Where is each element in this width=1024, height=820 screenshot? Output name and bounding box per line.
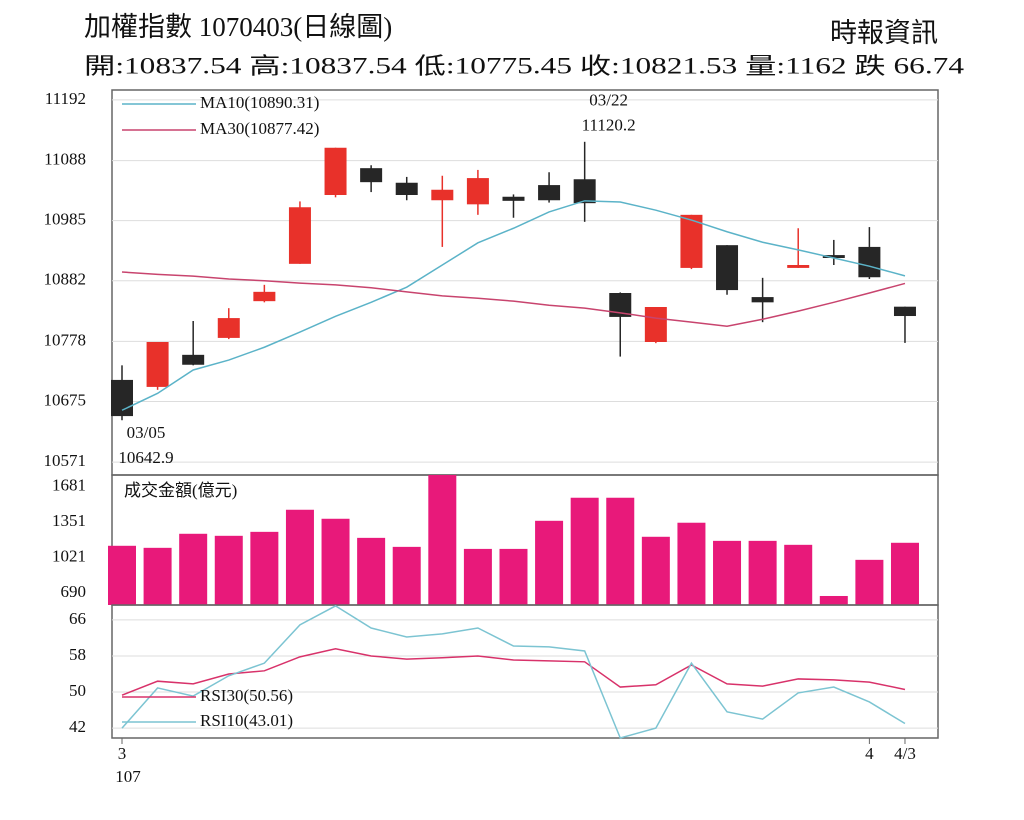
bar — [535, 520, 564, 605]
bar — [677, 522, 706, 605]
annotation-date: 03/22 — [589, 91, 628, 110]
y-tick-label: 10985 — [44, 210, 87, 229]
bar — [357, 537, 386, 605]
bar — [641, 536, 670, 605]
y-tick-label: 690 — [61, 582, 87, 601]
y-tick-label: 50 — [69, 681, 86, 700]
candle-body — [893, 306, 916, 317]
x-year-label: 107 — [115, 767, 141, 786]
legend-label: 成交金額(億元) — [124, 481, 237, 500]
candle-body — [324, 147, 347, 195]
bar — [784, 544, 813, 605]
bar — [819, 595, 848, 605]
candle-body — [858, 246, 881, 278]
bar — [143, 547, 172, 605]
panel-frame — [111, 89, 939, 476]
line — [121, 647, 906, 696]
candle-body — [182, 354, 205, 365]
x-tick-label: 3 — [118, 744, 127, 763]
line — [121, 271, 906, 328]
candle-body — [609, 293, 632, 317]
bar — [748, 540, 777, 605]
candle-body — [538, 185, 561, 201]
line — [121, 200, 906, 411]
candle-body — [253, 291, 276, 302]
y-tick-label: 42 — [69, 717, 86, 736]
bar — [855, 559, 884, 605]
bar — [250, 531, 279, 605]
legend-label: RSI30(50.56) — [200, 686, 293, 705]
panel-frame — [111, 604, 939, 739]
candle-body — [787, 265, 810, 268]
candle-body — [395, 182, 418, 195]
candle-body — [146, 342, 169, 387]
y-tick-label: 1021 — [52, 546, 86, 565]
y-tick-label: 66 — [69, 609, 86, 628]
bar — [606, 497, 635, 605]
bar — [108, 545, 136, 605]
candle-body — [466, 178, 489, 205]
candle-body — [502, 196, 525, 201]
candle-body — [111, 379, 133, 417]
candle-body — [573, 179, 596, 204]
annotation-value: 11120.2 — [582, 116, 636, 135]
y-tick-label: 10778 — [44, 330, 87, 349]
candle-body — [822, 255, 845, 258]
y-tick-label: 1351 — [52, 511, 86, 530]
candle-body — [644, 307, 667, 342]
bar — [428, 475, 457, 605]
summary: 開:10837.54 高:10837.54 低:10775.45 收:10821… — [84, 53, 965, 78]
chart-title: 加權指數 1070403(日線圖) — [84, 12, 392, 42]
source: 時報資訊 — [830, 18, 938, 48]
candle-body — [431, 189, 454, 201]
bar — [392, 546, 421, 605]
annotation-date: 03/05 — [127, 423, 166, 442]
y-tick-label: 10675 — [44, 390, 87, 409]
bar — [285, 509, 314, 605]
bar — [463, 548, 492, 605]
candle-body — [716, 245, 739, 291]
candle-body — [288, 207, 311, 264]
bar — [890, 542, 919, 605]
y-tick-label: 11192 — [45, 89, 86, 108]
y-tick-label: 11088 — [44, 149, 86, 168]
legend-label: MA10(10890.31) — [200, 93, 319, 112]
legend-label: MA30(10877.42) — [200, 119, 319, 138]
y-tick-label: 10571 — [44, 451, 87, 470]
candle-body — [751, 297, 774, 303]
bar — [499, 548, 528, 605]
legend-label: RSI10(43.01) — [200, 711, 293, 730]
bar — [713, 540, 742, 605]
line — [121, 605, 906, 739]
bar — [214, 535, 243, 605]
y-tick-label: 58 — [69, 645, 86, 664]
bar — [179, 533, 208, 605]
y-tick-label: 1681 — [52, 476, 86, 495]
x-tick-label: 4/3 — [894, 744, 916, 763]
x-tick-label: 4 — [865, 744, 874, 763]
candle-body — [217, 318, 240, 338]
bar — [570, 497, 599, 605]
candle-body — [680, 214, 703, 268]
bar — [321, 518, 350, 605]
y-tick-label: 10882 — [44, 270, 87, 289]
annotation-value: 10642.9 — [118, 448, 173, 467]
candle-body — [360, 168, 383, 183]
